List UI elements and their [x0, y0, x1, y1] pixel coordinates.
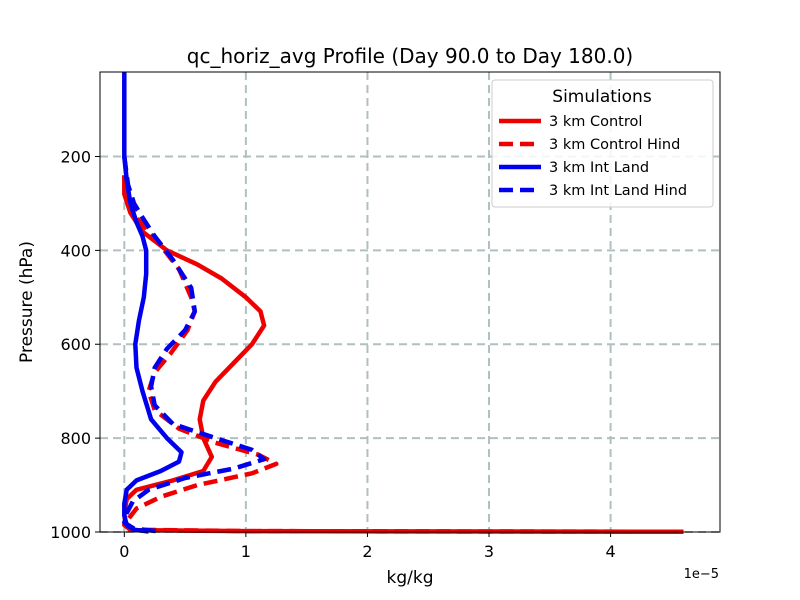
- y-tick-label: 800: [60, 429, 91, 448]
- y-tick-label: 400: [60, 241, 91, 260]
- legend-entries: 3 km Control 3 km Control Hind 3 km Int La…: [499, 114, 687, 199]
- y-tick-label: 1000: [50, 523, 91, 542]
- grid-lines: [100, 72, 720, 533]
- y-axis-label: Pressure (hPa): [17, 241, 37, 363]
- legend-title: Simulations: [552, 87, 652, 107]
- legend-label: 3 km Control: [549, 114, 642, 130]
- series-lines: [122, 72, 684, 535]
- y-tick-label: 200: [60, 147, 91, 166]
- y-axis-ticks: 200 400 600 800 1000: [50, 147, 100, 542]
- y-tick-label: 600: [60, 335, 91, 354]
- x-tick-label: 4: [605, 542, 615, 561]
- series-line-3-km-int-land: [122, 72, 184, 534]
- x-axis-label: kg/kg: [387, 568, 434, 588]
- plot-frame: [99, 71, 721, 533]
- x-axis-offset-text: 1e−5: [684, 567, 719, 582]
- legend-label: 3 km Int Land: [549, 160, 649, 176]
- x-tick-label: 0: [119, 542, 129, 561]
- x-tick-label: 1: [241, 542, 251, 561]
- chart-title: qc_horiz_avg Profile (Day 90.0 to Day 18…: [187, 44, 633, 68]
- legend-label: 3 km Int Land Hind: [549, 183, 687, 199]
- legend: Simulations 3 km Control 3 km Control Hin…: [491, 79, 714, 208]
- x-tick-label: 2: [362, 542, 372, 561]
- legend-label: 3 km Control Hind: [549, 137, 680, 153]
- series-line-3-km-int-land-hind: [122, 156, 267, 534]
- x-tick-label: 3: [484, 542, 494, 561]
- series-line-3-km-control-hind: [122, 198, 684, 535]
- series-line-3-km-control: [122, 175, 684, 535]
- legend-box: [491, 79, 714, 208]
- x-axis-ticks: 0 1 2 3 4: [119, 532, 616, 561]
